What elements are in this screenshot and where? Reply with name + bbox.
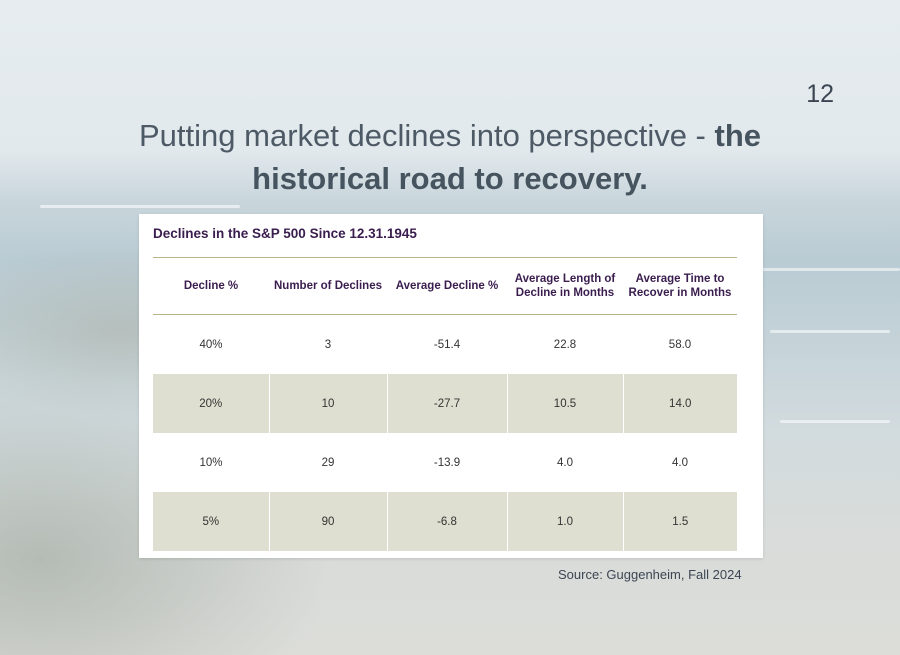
column-header: Average Time to Recover in Months	[623, 257, 737, 315]
table-row: 40% 3 -51.4 22.8 58.0	[153, 315, 737, 375]
table-cell: 10	[268, 374, 387, 433]
slide-number: 12	[806, 80, 834, 108]
wave-line	[770, 330, 890, 333]
table-cell: -13.9	[433, 456, 461, 469]
table-cell: 1.0	[506, 492, 623, 551]
table-cell: 14.0	[622, 374, 737, 433]
table-cell: -51.4	[433, 338, 461, 351]
slide-title-bold-2: historical road to recovery.	[252, 161, 648, 196]
wave-line	[780, 420, 890, 423]
table-cell: 10.5	[506, 374, 623, 433]
table-cell: 40%	[199, 338, 223, 351]
table-row: 5% 90 -6.8 1.0 1.5	[153, 492, 737, 551]
wave-line	[40, 205, 240, 208]
table-cell: 3	[324, 338, 332, 351]
table-card: Declines in the S&P 500 Since 12.31.1945…	[139, 214, 763, 558]
table-header-row: Decline % Number of Declines Average Dec…	[153, 257, 737, 315]
column-header: Decline %	[153, 257, 269, 315]
table-cell: 29	[321, 456, 335, 469]
table-cell: 10%	[199, 456, 223, 469]
table-cell: 22.8	[553, 338, 577, 351]
table-cell: 90	[268, 492, 387, 551]
slide-title-regular: Putting market declines into perspective…	[139, 118, 715, 153]
table-title: Declines in the S&P 500 Since 12.31.1945	[153, 226, 417, 241]
column-header: Number of Declines	[269, 257, 387, 315]
slide-title: Putting market declines into perspective…	[60, 114, 840, 200]
column-header: Average Decline %	[387, 257, 507, 315]
table-cell: -27.7	[386, 374, 507, 433]
slide-title-bold-1: the	[714, 118, 762, 153]
wave-line	[760, 268, 900, 271]
table-cell: 5%	[153, 492, 269, 551]
table-cell: 4.0	[672, 456, 688, 469]
source-note: Source: Guggenheim, Fall 2024	[558, 567, 742, 582]
table-cell: 58.0	[668, 338, 692, 351]
table-cell: 1.5	[622, 492, 737, 551]
table-cell: 20%	[153, 374, 269, 433]
table-cell: 4.0	[557, 456, 573, 469]
declines-table: Decline % Number of Declines Average Dec…	[153, 257, 737, 551]
column-header: Average Length of Decline in Months	[507, 257, 623, 315]
table-cell: -6.8	[386, 492, 507, 551]
table-row: 10% 29 -13.9 4.0 4.0	[153, 433, 737, 492]
table-row: 20% 10 -27.7 10.5 14.0	[153, 374, 737, 433]
